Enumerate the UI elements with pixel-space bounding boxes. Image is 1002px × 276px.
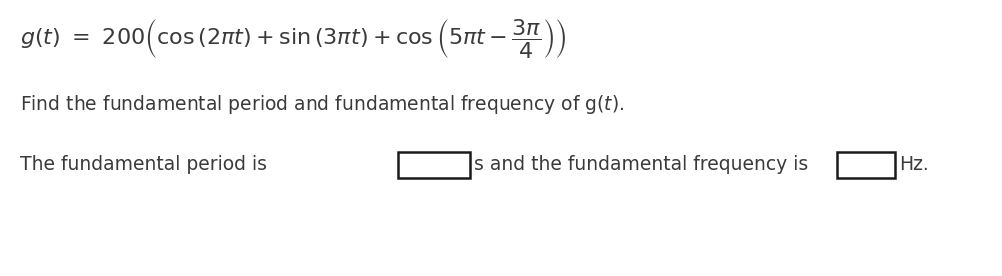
Text: s and the fundamental frequency is: s and the fundamental frequency is bbox=[474, 155, 814, 174]
Bar bbox=[837, 152, 895, 178]
Text: Find the fundamental period and fundamental frequency of g($t$).: Find the fundamental period and fundamen… bbox=[20, 94, 624, 116]
Text: $g(t) \ = \ 200\left(\cos\left(2\pi t\right) + \sin\left(3\pi t\right) + \cos\le: $g(t) \ = \ 200\left(\cos\left(2\pi t\ri… bbox=[20, 17, 566, 60]
Text: Hz.: Hz. bbox=[899, 155, 929, 174]
Bar bbox=[398, 152, 470, 178]
Text: The fundamental period is: The fundamental period is bbox=[20, 155, 273, 174]
